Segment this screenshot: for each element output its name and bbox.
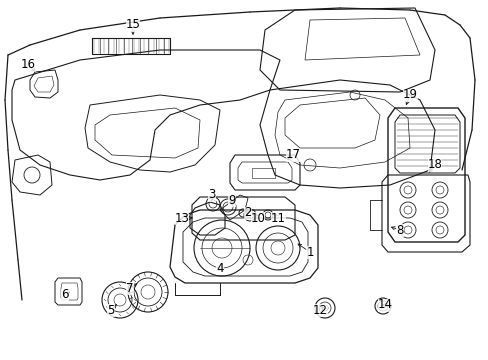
Text: 5: 5 <box>107 303 115 316</box>
Text: 9: 9 <box>228 194 235 207</box>
Text: 3: 3 <box>208 189 215 202</box>
Text: 7: 7 <box>126 282 134 294</box>
Text: 11: 11 <box>270 211 285 225</box>
Text: 16: 16 <box>20 58 36 72</box>
Text: 8: 8 <box>395 224 403 237</box>
Text: 19: 19 <box>402 89 417 102</box>
Text: 12: 12 <box>312 303 327 316</box>
Text: 1: 1 <box>305 246 313 258</box>
Text: 15: 15 <box>125 18 140 31</box>
Text: 14: 14 <box>377 298 392 311</box>
Text: 10: 10 <box>250 211 265 225</box>
Text: 13: 13 <box>174 211 189 225</box>
Text: 4: 4 <box>216 261 224 274</box>
Text: 6: 6 <box>61 288 69 302</box>
Text: 2: 2 <box>244 207 251 220</box>
Text: 18: 18 <box>427 158 442 171</box>
Text: 17: 17 <box>285 148 300 162</box>
